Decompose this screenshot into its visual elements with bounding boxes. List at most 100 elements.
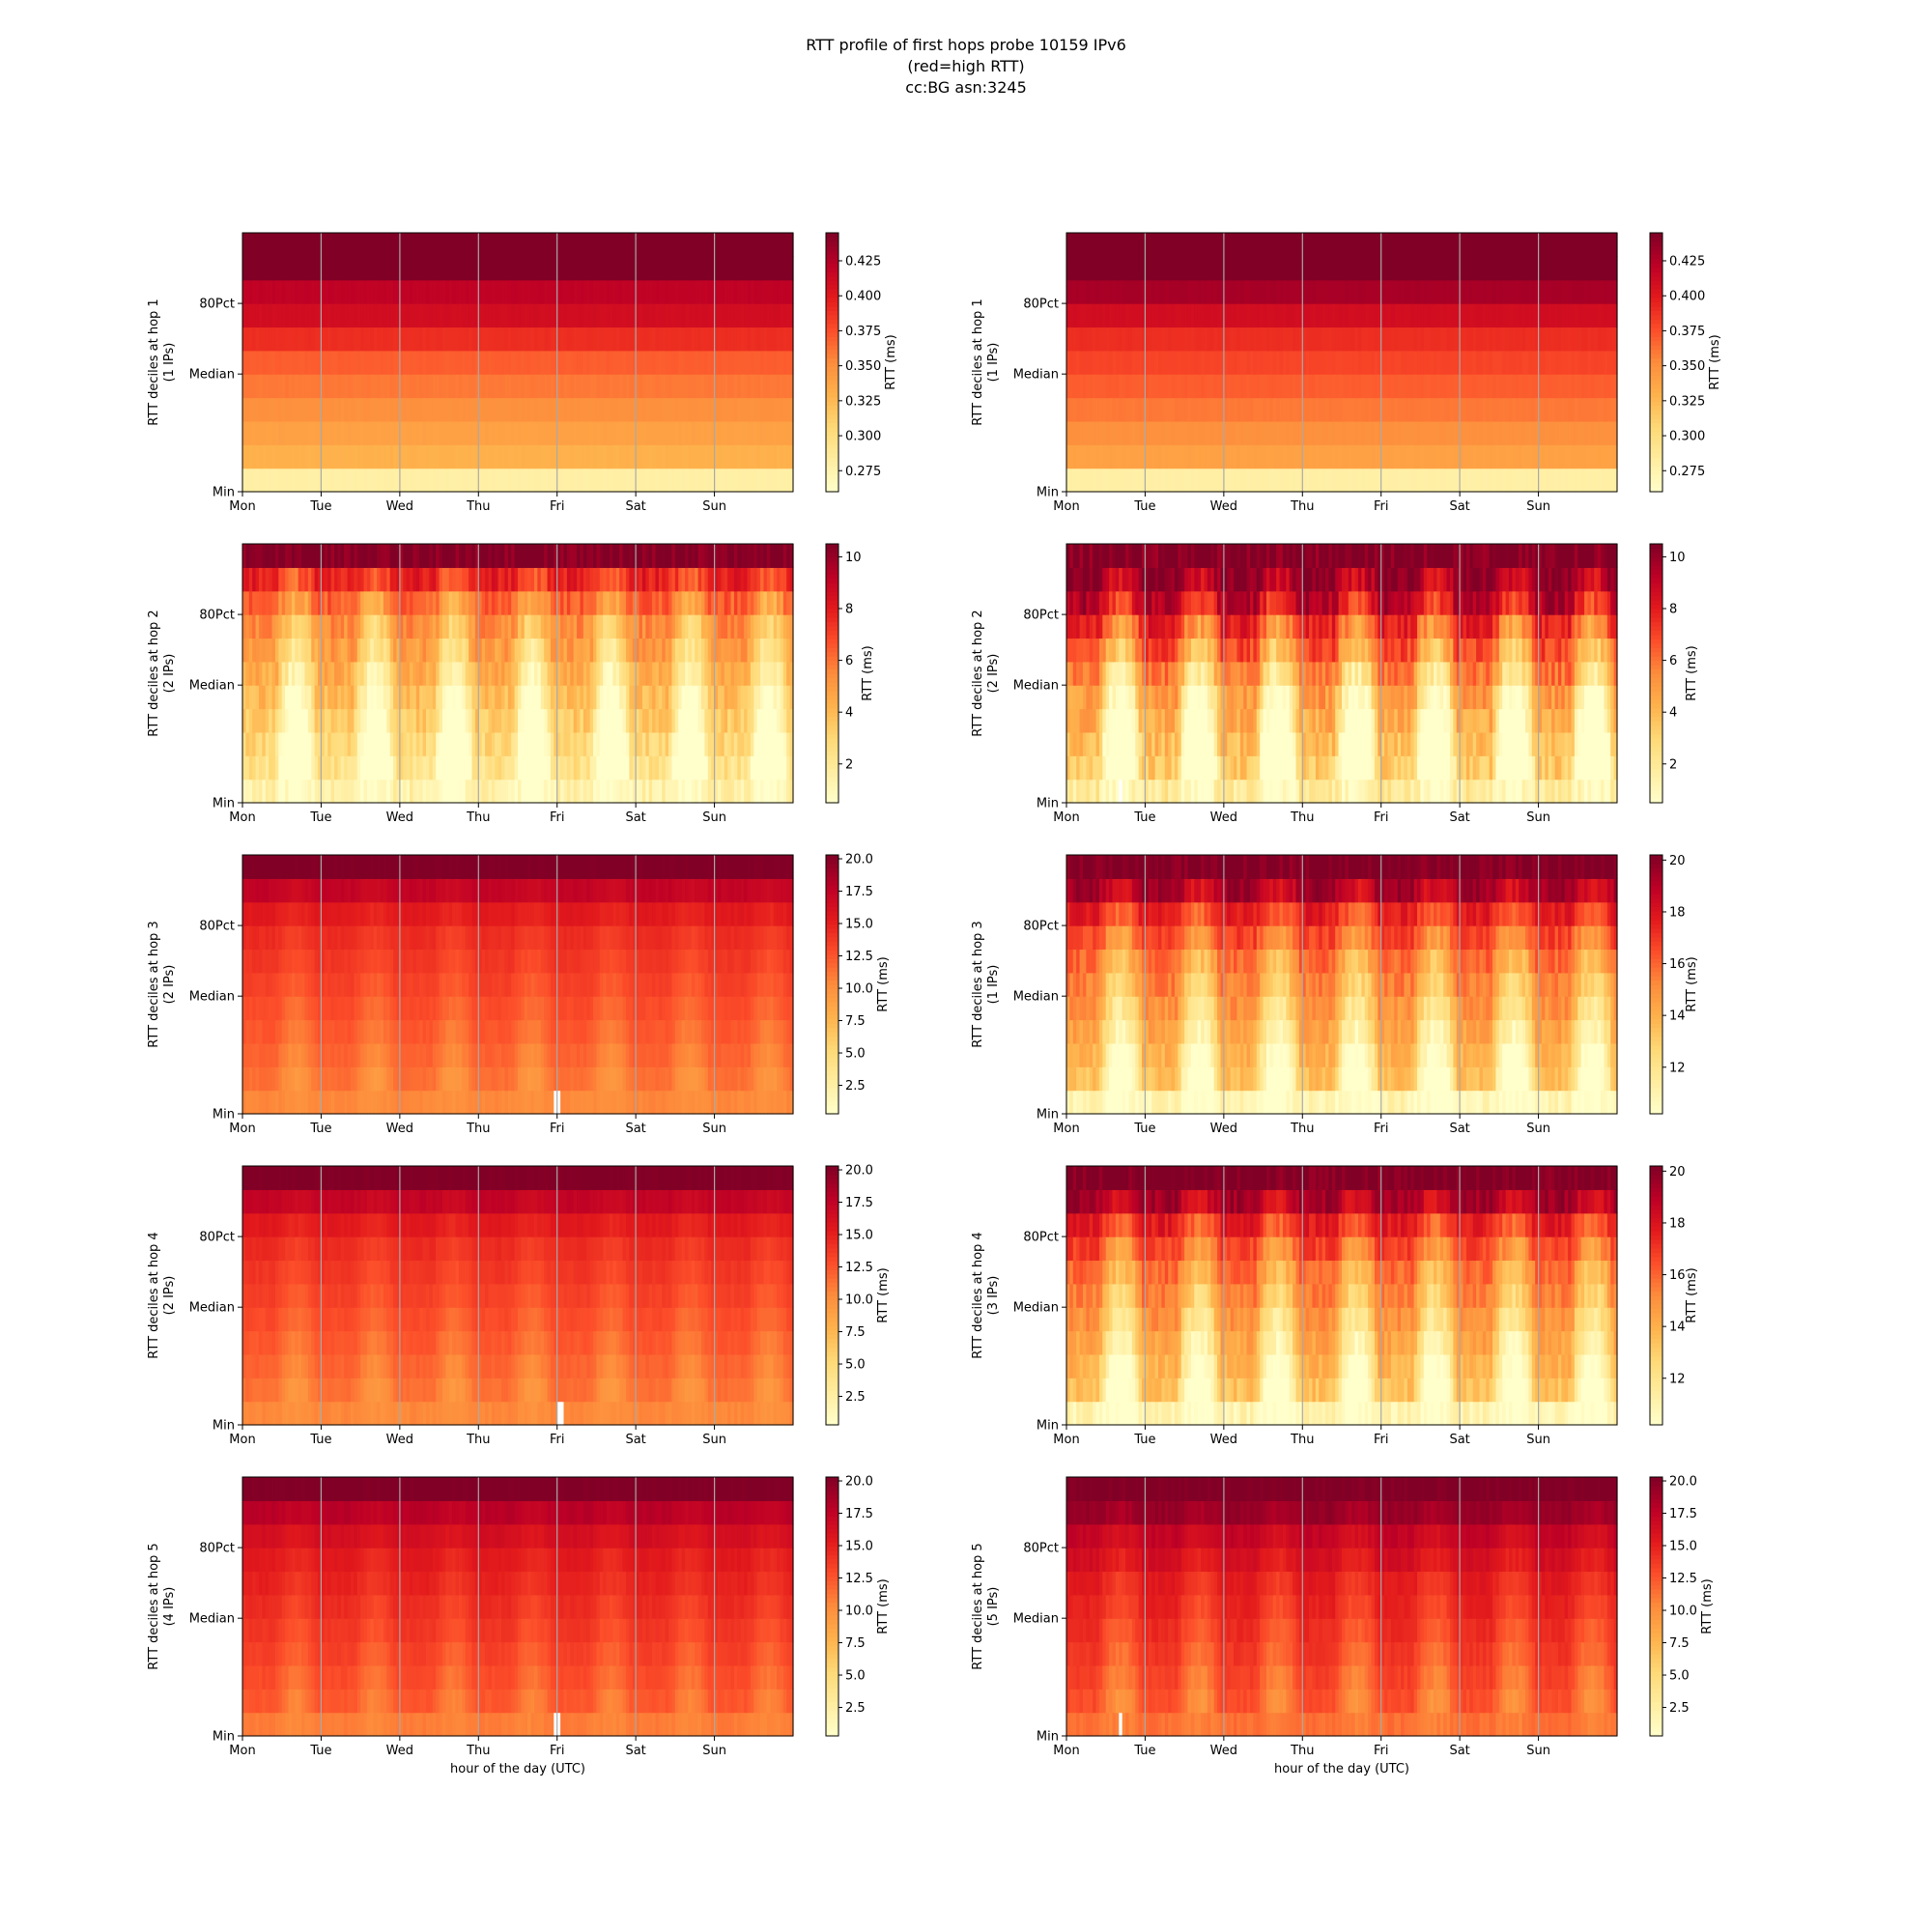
heatmap-cell — [741, 280, 745, 304]
heatmap-cell — [534, 280, 538, 304]
colorbar-segment — [1650, 414, 1662, 419]
heatmap-cell — [1610, 444, 1614, 469]
y-tick-label: 80Pct — [199, 298, 235, 312]
heatmap-cell — [671, 233, 675, 257]
heatmap-cell — [1427, 327, 1431, 351]
colorbar-segment — [1650, 371, 1662, 376]
heatmap-cell — [695, 444, 698, 469]
heatmap-cell — [1587, 398, 1591, 422]
heatmap-cell — [1276, 256, 1280, 280]
heatmap-cell — [1151, 469, 1155, 493]
x-tick-label: Mon — [1053, 499, 1079, 514]
heatmap-cell — [442, 591, 446, 615]
heatmap-cell — [1528, 374, 1532, 398]
heatmap-cell — [351, 256, 355, 280]
heatmap-cell — [626, 303, 630, 327]
heatmap-cell — [466, 662, 469, 686]
heatmap-cell — [384, 280, 387, 304]
heatmap-cell — [1495, 303, 1499, 327]
heatmap-cell — [1495, 256, 1499, 280]
heatmap-cell — [259, 567, 263, 591]
heatmap-cell — [580, 327, 583, 351]
heatmap-cell — [1175, 303, 1179, 327]
heatmap-cell — [671, 374, 675, 398]
heatmap-cell — [407, 780, 411, 804]
heatmap-cell — [374, 638, 378, 662]
heatmap-cell — [466, 303, 469, 327]
heatmap-cell — [1381, 303, 1385, 327]
heatmap-cell — [727, 327, 731, 351]
heatmap-cell — [429, 444, 433, 469]
heatmap-cell — [1368, 233, 1372, 257]
heatmap-cell — [741, 421, 745, 445]
heatmap-cell — [534, 544, 538, 568]
heatmap-cell — [1312, 421, 1316, 445]
heatmap-panel-hop1-left: Mon Tue Wed Thu Fri Sat SunMinMedian80PctRTT d… — [147, 233, 898, 514]
heatmap-cell — [1231, 280, 1235, 304]
heatmap-cell — [1290, 233, 1293, 257]
heatmap-cell — [659, 469, 663, 493]
heatmap-cell — [360, 732, 364, 756]
colorbar-label: RTT (ms) — [1708, 334, 1722, 389]
heatmap-cell — [1460, 421, 1463, 445]
heatmap-cell — [327, 780, 331, 804]
colorbar-segment — [1650, 268, 1662, 272]
heatmap-cell — [1276, 444, 1280, 469]
heatmap-cell — [1322, 327, 1326, 351]
heatmap-cell — [374, 755, 378, 780]
heatmap-cell — [1358, 327, 1362, 351]
heatmap-cell — [1161, 303, 1165, 327]
heatmap-cell — [1542, 444, 1546, 469]
colorbar-segment — [1650, 345, 1662, 350]
heatmap-cell — [612, 256, 616, 280]
colorbar-segment — [826, 237, 838, 242]
heatmap-cell — [351, 544, 355, 568]
heatmap-cell — [544, 469, 548, 493]
heatmap-cell — [452, 398, 456, 422]
heatmap-cell — [557, 755, 561, 780]
heatmap-cell — [704, 351, 708, 375]
colorbar-tick-label: 0.425 — [1669, 254, 1705, 269]
heatmap-cell — [1322, 444, 1326, 469]
heatmap-cell — [282, 780, 286, 804]
heatmap-cell — [1610, 374, 1614, 398]
heatmap-cell — [1358, 256, 1362, 280]
heatmap-cell — [304, 374, 308, 398]
heatmap-cell — [429, 685, 433, 709]
heatmap-cell — [603, 469, 607, 493]
heatmap-cell — [1266, 398, 1270, 422]
heatmap-cell — [292, 567, 296, 591]
colorbar-segment — [1650, 298, 1662, 302]
heatmap-cell — [636, 421, 639, 445]
heatmap-cell — [374, 685, 378, 709]
heatmap-cell — [337, 567, 341, 591]
heatmap-cell — [774, 303, 778, 327]
heatmap-cell — [1368, 398, 1372, 422]
heatmap-cell — [1368, 256, 1372, 280]
heatmap-cell — [741, 303, 745, 327]
heatmap-cell — [1198, 421, 1202, 445]
heatmap-cell — [442, 233, 446, 257]
heatmap-cell — [1312, 256, 1316, 280]
heatmap-cell — [1161, 444, 1165, 469]
heatmap-cell — [1106, 233, 1110, 257]
heatmap-cell — [741, 351, 745, 375]
heatmap-cell — [1506, 469, 1510, 493]
colorbar-segment — [826, 462, 838, 467]
heatmap-cell — [1542, 469, 1546, 493]
heatmap-cell — [269, 709, 272, 733]
heatmap-cell — [1404, 374, 1407, 398]
heatmap-cell — [763, 398, 767, 422]
heatmap-cell — [327, 709, 331, 733]
heatmap-cell — [534, 303, 538, 327]
heatmap-cell — [1231, 233, 1235, 257]
heatmap-cell — [774, 444, 778, 469]
heatmap-cell — [718, 444, 722, 469]
heatmap-cell — [1565, 444, 1569, 469]
heatmap-cell — [1381, 327, 1385, 351]
colorbar-segment — [826, 315, 838, 320]
heatmap-cell — [488, 327, 492, 351]
heatmap-cell — [374, 398, 378, 422]
heatmap-cell — [567, 444, 571, 469]
heatmap-cell — [360, 374, 364, 398]
